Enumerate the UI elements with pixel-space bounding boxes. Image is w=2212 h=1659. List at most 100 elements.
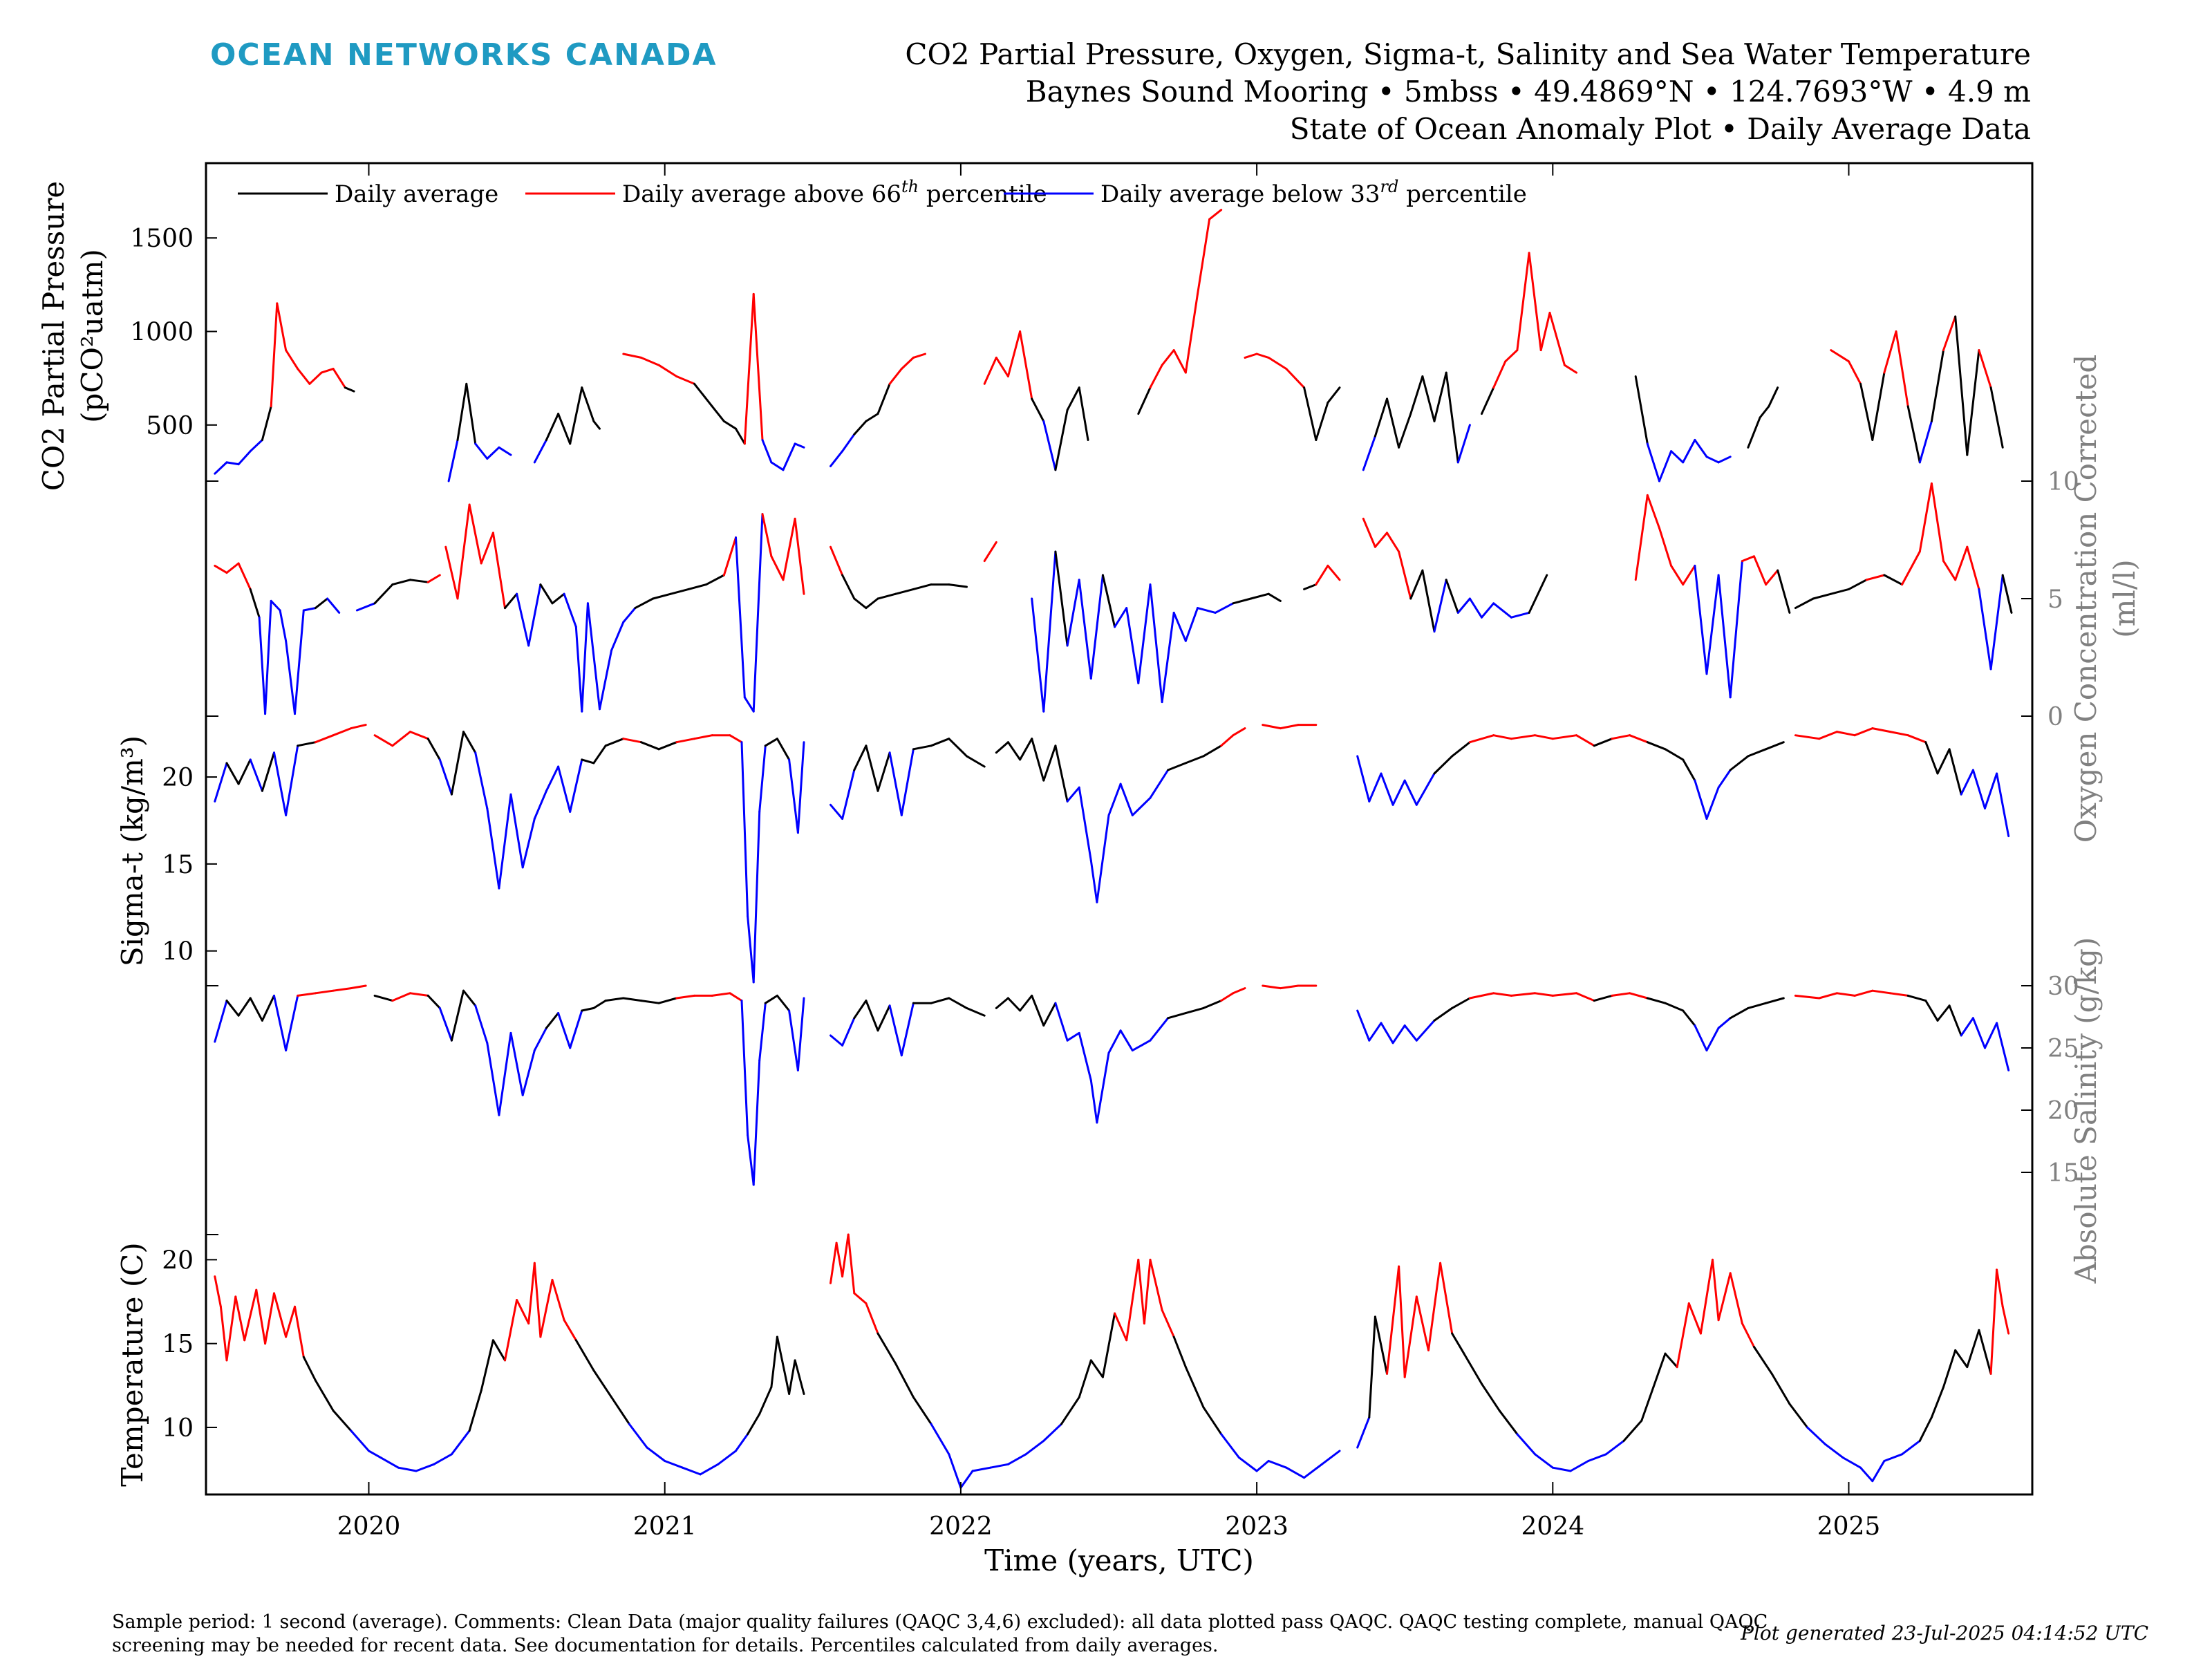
sigma-series-line [1682, 758, 1696, 782]
temperature-series-line [847, 1233, 856, 1295]
co2-series-line [900, 356, 915, 371]
sigma-series-line [1403, 779, 1418, 806]
co2-series-line [1930, 349, 1944, 422]
sigma-series-line [592, 744, 607, 765]
co2-series-line [1362, 435, 1376, 471]
co2-series-line [853, 420, 868, 435]
co2-series-line [743, 292, 755, 445]
salinity-series-line [1433, 1006, 1454, 1022]
temperature-series-line [1498, 1409, 1519, 1436]
salinity-series-line [1131, 1039, 1152, 1052]
temperature-series-line [563, 1319, 577, 1342]
sigma-series-line [1984, 772, 1998, 809]
salinity-series-line [865, 1000, 879, 1032]
salinity-series-line [995, 997, 1009, 1009]
sigma-series-line [1936, 748, 1951, 775]
co2-series-line [1267, 356, 1288, 371]
salinity-series-line [1984, 1022, 1998, 1049]
chart-title-line-2: Baynes Sound Mooring • 5mbss • 49.4869°N… [1025, 75, 2031, 109]
oxygen-series-line [841, 574, 856, 600]
sigma-series-line [740, 741, 749, 917]
sigma-series-line [581, 758, 595, 765]
sigma-series-line [273, 751, 288, 816]
sigma-series-line [1996, 772, 2010, 838]
oxygen-series-line [853, 597, 868, 610]
co2-series-line [1705, 456, 1720, 464]
sigma-series-line [314, 734, 335, 744]
salinity-series-line [841, 1017, 856, 1047]
salinity-series-line [729, 992, 743, 1002]
co2-series-line [735, 427, 746, 445]
temperature-series-line [1161, 1309, 1175, 1338]
salinity-series-line [1042, 1002, 1057, 1027]
salinity-series-line [1262, 984, 1282, 990]
oxygen-series-line [1315, 564, 1329, 586]
salinity-series-line [438, 1006, 453, 1042]
sigma-series-line [1664, 748, 1685, 761]
co2-series-line [320, 368, 335, 374]
sigma-series-line [729, 734, 743, 744]
temperature-series-line [1374, 1315, 1388, 1375]
co2-series-line [1768, 386, 1779, 408]
salinity-series-line [1575, 992, 1595, 1002]
oxygen-series-line [427, 574, 441, 583]
oxygen-series-line [687, 583, 708, 590]
co2-series-line [1918, 420, 1933, 464]
oxygen-series-line [599, 649, 613, 711]
salinity-series-line [1694, 1024, 1708, 1052]
salinity-series-line [1468, 992, 1495, 1000]
sigma-series-line [1184, 755, 1205, 765]
co2-series-line [1285, 368, 1306, 389]
co2-series-line [1386, 397, 1400, 449]
temperature-series-line [1569, 1460, 1590, 1472]
co2-series-line [1019, 330, 1033, 400]
temperature-series-line [1078, 1359, 1092, 1398]
sigma-series-line [1149, 769, 1170, 799]
co2-series-line [622, 353, 642, 359]
sigma-series-line [486, 807, 500, 890]
temperature-series-line [1652, 1352, 1667, 1389]
salinity-series-line [796, 997, 805, 1071]
sigma-series-line [796, 741, 805, 834]
sigma-series-line [1433, 755, 1454, 775]
sigma-series-line [225, 762, 240, 785]
sigma-series-line [1717, 769, 1732, 789]
co2-series-line [1327, 386, 1341, 404]
sigma-series-line [391, 731, 411, 747]
co2-series-line [225, 461, 240, 466]
sigma-series-line [1031, 738, 1045, 782]
salinity-series-line [604, 997, 625, 1002]
co2-series-line [1398, 413, 1412, 449]
oxygen-series-line [527, 583, 542, 647]
salinity-series-line [1705, 1027, 1720, 1052]
sigma-series-line [409, 731, 429, 740]
oxygen-series-line [1386, 532, 1400, 553]
oxygen-series-line [1362, 517, 1376, 548]
temperature-series-line [491, 1339, 506, 1362]
oxygen-series-line [622, 607, 637, 624]
sigma-series-line [1871, 727, 1891, 733]
temperature-series-line [794, 1359, 805, 1395]
co2-series-line [995, 356, 1009, 377]
oxygen-series-line [1172, 611, 1187, 642]
temperature-series-line [1883, 1453, 1904, 1462]
sigma-series-line [1765, 741, 1785, 751]
salinity-series-line [1368, 1022, 1382, 1042]
oxygen-series-line [586, 602, 601, 711]
salinity-series-line [675, 994, 695, 1000]
oxygen-series-line [225, 562, 240, 574]
oxygen-series-line [1705, 574, 1720, 675]
oxygen-series-line [1232, 597, 1252, 605]
salinity-series-line [900, 1002, 915, 1057]
salinity-series-line [1818, 992, 1838, 1000]
oxygen-series-line [1753, 555, 1768, 586]
temperature-series-line [1978, 1329, 1992, 1375]
temperature-series-line [368, 1450, 382, 1459]
oxygen-series-line [1125, 607, 1140, 684]
co2-series-line [1539, 312, 1551, 352]
temperature-series-line [273, 1292, 288, 1338]
co2-series-line [1906, 405, 1921, 464]
oxygen-series-line [270, 599, 281, 612]
sigma-series-line [912, 744, 932, 751]
sigma-series-line [1971, 769, 1986, 809]
